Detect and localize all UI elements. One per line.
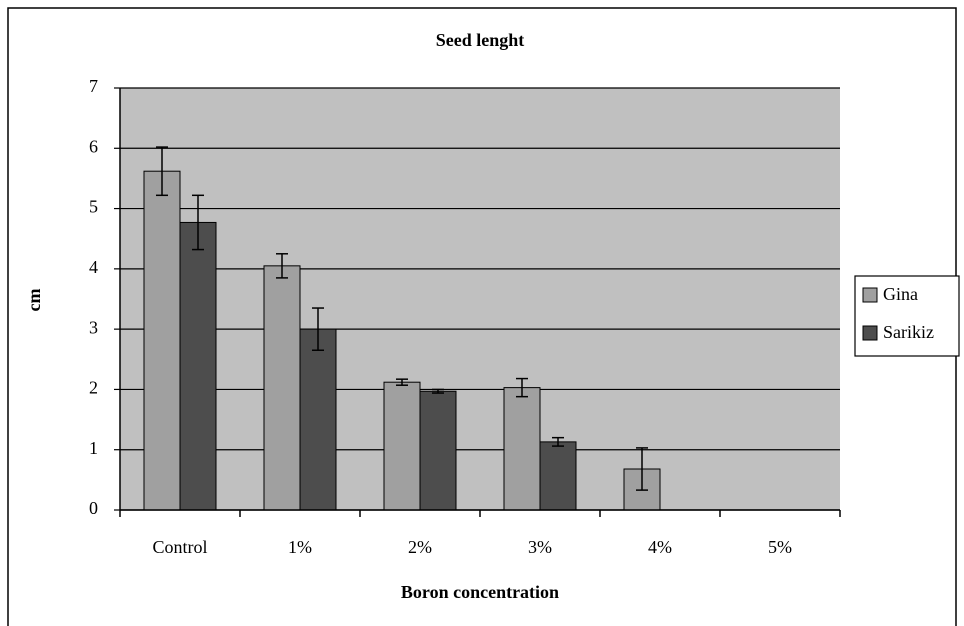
error-bar bbox=[636, 447, 648, 491]
y-tick-label: 3 bbox=[89, 317, 98, 337]
y-tick-label: 1 bbox=[89, 438, 98, 458]
x-tick-label: 1% bbox=[288, 537, 312, 557]
bar bbox=[503, 387, 541, 511]
x-axis-label: Boron concentration bbox=[401, 582, 559, 602]
bar bbox=[263, 265, 301, 511]
error-bar bbox=[276, 253, 288, 279]
error-bar bbox=[552, 436, 564, 447]
legend-swatch bbox=[862, 325, 878, 341]
chart-title: Seed lenght bbox=[436, 30, 525, 50]
error-bar bbox=[432, 388, 444, 394]
y-tick-label: 7 bbox=[89, 76, 98, 96]
y-tick-label: 2 bbox=[89, 378, 98, 398]
x-tick-label: 3% bbox=[528, 537, 552, 557]
bar bbox=[539, 441, 577, 511]
legend-swatch bbox=[862, 287, 878, 303]
bar bbox=[179, 221, 217, 511]
x-tick-label: 5% bbox=[768, 537, 792, 557]
legend-label: Gina bbox=[883, 284, 918, 304]
x-tick-label: Control bbox=[152, 537, 207, 557]
error-bar bbox=[516, 377, 528, 398]
y-axis-label: cm bbox=[24, 289, 44, 312]
y-tick-label: 5 bbox=[89, 197, 98, 217]
y-tick-label: 4 bbox=[89, 257, 98, 277]
error-bar bbox=[312, 307, 324, 351]
error-bar bbox=[156, 146, 168, 197]
y-tick-label: 6 bbox=[89, 136, 98, 156]
bar bbox=[419, 390, 457, 511]
bar bbox=[383, 381, 421, 511]
x-tick-label: 4% bbox=[648, 537, 672, 557]
y-tick-label: 0 bbox=[89, 498, 98, 518]
x-tick-label: 2% bbox=[408, 537, 432, 557]
bar bbox=[143, 170, 181, 511]
plot-area bbox=[120, 88, 840, 510]
bar bbox=[299, 328, 337, 511]
legend-label: Sarikiz bbox=[883, 322, 934, 342]
error-bar bbox=[396, 378, 408, 386]
error-bar bbox=[192, 194, 204, 251]
